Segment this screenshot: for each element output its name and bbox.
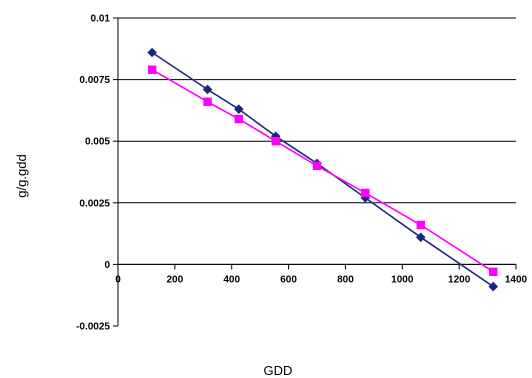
x-tick-label: 600 [280, 274, 297, 285]
y-tick-label: 0.0075 [79, 75, 110, 86]
series-line-1 [151, 51, 494, 288]
x-tick-label: 1400 [505, 274, 528, 285]
y-tick-label: 0.01 [91, 14, 111, 25]
data-point-square [312, 161, 322, 171]
data-point-square [361, 188, 370, 198]
gridlines [118, 17, 516, 265]
y-tick-label: -0.0025 [76, 322, 110, 333]
series-line-2 [151, 69, 494, 273]
data-point-square [416, 220, 425, 230]
x-tick-labels: 0 200 400 600 800 1000 1200 1400 [115, 274, 527, 285]
x-axis-title: GDD [264, 363, 293, 378]
y-tick-label: 0.0025 [79, 198, 110, 209]
y-tick-label: 0 [104, 260, 110, 271]
data-point-square [234, 114, 244, 124]
data-point-square [203, 97, 212, 106]
data-point-diamond [234, 104, 244, 114]
data-point-diamond [147, 47, 157, 58]
y-tick-label: 0.005 [85, 137, 110, 148]
data-point-diamond [202, 84, 213, 95]
x-tick-label: 400 [223, 274, 240, 285]
data-point-diamond [488, 281, 499, 292]
x-tick-label: 200 [167, 274, 184, 285]
x-tick-label: 800 [337, 274, 354, 285]
series-markers [147, 47, 499, 292]
y-tick-labels: -0.0025 0 0.0025 0.005 0.0075 0.01 [76, 14, 110, 333]
data-point-diamond [415, 232, 426, 243]
series-lines [151, 51, 494, 288]
axes [113, 17, 517, 327]
x-tick-label: 1000 [391, 274, 414, 285]
data-point-square [147, 65, 157, 74]
x-tick-label: 0 [115, 274, 121, 285]
x-tick-label: 1200 [448, 274, 471, 285]
y-axis-title: g/g.gdd [14, 154, 29, 197]
data-point-square [489, 267, 498, 276]
data-point-square [271, 137, 280, 146]
